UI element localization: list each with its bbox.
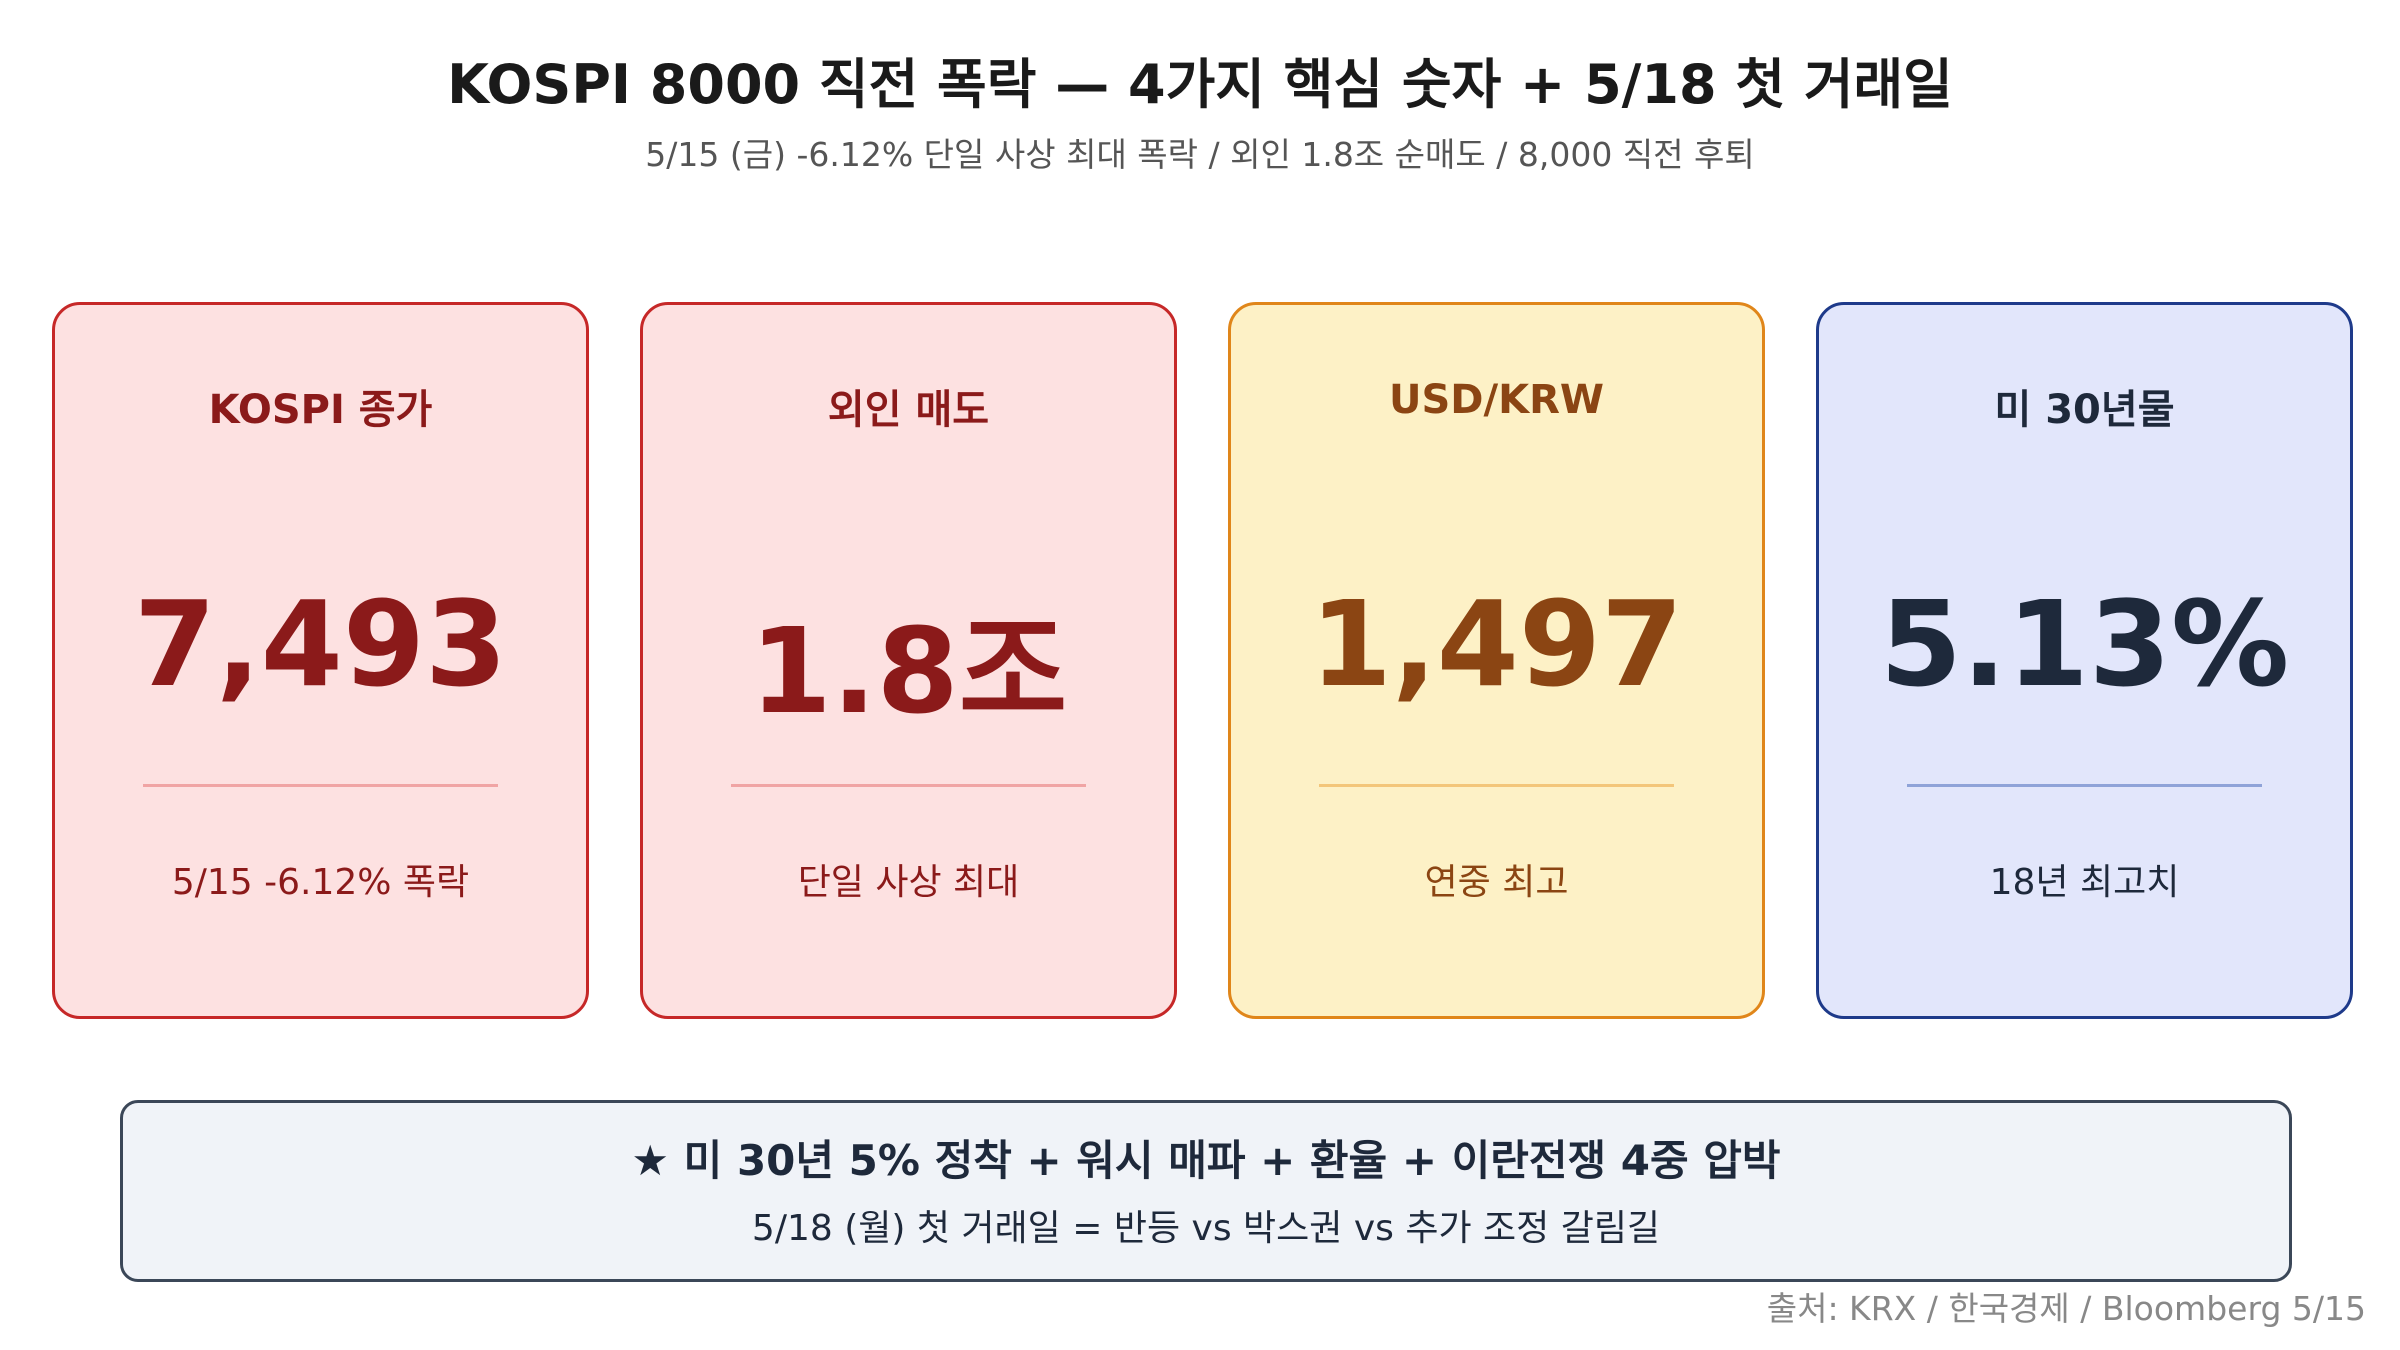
title: KOSPI 8000 직전 폭락 — 4가지 핵심 숫자 + 5/18 첫 거래… (447, 53, 1953, 116)
metric-card: KOSPI 종가 7,493 5/15 -6.12% 폭락 (52, 302, 589, 1019)
card-label: KOSPI 종가 (208, 387, 433, 433)
subtitle: 5/15 (금) -6.12% 단일 사상 최대 폭락 / 외인 1.8조 순매… (645, 135, 1755, 174)
card-divider (731, 784, 1086, 787)
card-value: 5.13% (1879, 575, 2290, 713)
metric-card: USD/KRW 1,497 연중 최고 (1228, 302, 1765, 1019)
card-divider (143, 784, 498, 787)
summary-headline: ★ 미 30년 5% 정착 + 워시 매파 + 환율 + 이란전쟁 4중 압박 (631, 1136, 1781, 1185)
card-value: 1.8조 (749, 602, 1068, 740)
card-divider (1319, 784, 1674, 787)
card-note: 5/15 -6.12% 폭락 (171, 862, 470, 903)
summary-detail: 5/18 (월) 첫 거래일 = 반등 vs 박스권 vs 추가 조정 갈림길 (751, 1208, 1661, 1249)
summary-box: ★ 미 30년 5% 정착 + 워시 매파 + 환율 + 이란전쟁 4중 압박 … (120, 1100, 2292, 1282)
card-note: 단일 사상 최대 (797, 862, 1020, 903)
card-label: 외인 매도 (827, 387, 990, 433)
card-label: USD/KRW (1388, 377, 1605, 423)
metric-card: 미 30년물 5.13% 18년 최고치 (1816, 302, 2353, 1019)
source: 출처: KRX / 한국경제 / Bloomberg 5/15 (1766, 1289, 2366, 1328)
card-label: 미 30년물 (1994, 387, 2175, 433)
card-note: 18년 최고치 (1989, 862, 2180, 903)
card-note: 연중 최고 (1424, 862, 1569, 903)
card-divider (1907, 784, 2262, 787)
card-value: 7,493 (133, 575, 508, 713)
card-value: 1,497 (1309, 575, 1684, 713)
